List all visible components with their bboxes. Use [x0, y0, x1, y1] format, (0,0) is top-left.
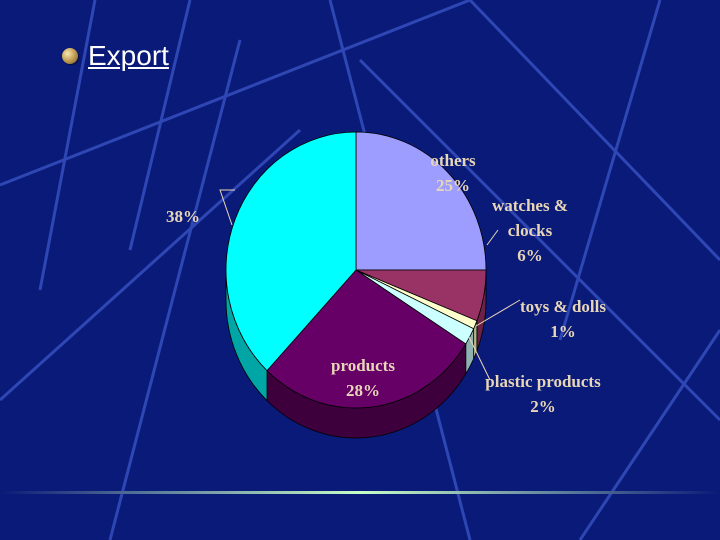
- pie-slice-products: [266, 269, 467, 409]
- slice-label: plastic products 2%: [485, 372, 601, 416]
- slice-label: products 28%: [331, 356, 395, 400]
- slice-label: toys & dolls 1%: [520, 297, 606, 341]
- bottom-divider: [0, 491, 720, 494]
- slide-title: Export: [62, 40, 169, 72]
- label-leader-lines: [219, 189, 521, 381]
- bullet-icon: [62, 48, 78, 64]
- leader-line: [486, 229, 499, 246]
- slice-label: others 25%: [430, 151, 476, 195]
- slice-label: watches & clocks 6%: [492, 196, 568, 265]
- slide-title-text: Export: [88, 40, 169, 71]
- slice-labels: others 25% watches & clocks 6% toys & dolls 1%…: [166, 151, 606, 416]
- pie-slice-unlabeled: [225, 131, 357, 372]
- pie-slices: [225, 131, 487, 409]
- leader-line: [468, 336, 491, 381]
- leader-line: [475, 299, 521, 327]
- pie-slice-others: [355, 131, 487, 271]
- slice-label: 38%: [166, 207, 200, 226]
- leader-line: [219, 189, 235, 226]
